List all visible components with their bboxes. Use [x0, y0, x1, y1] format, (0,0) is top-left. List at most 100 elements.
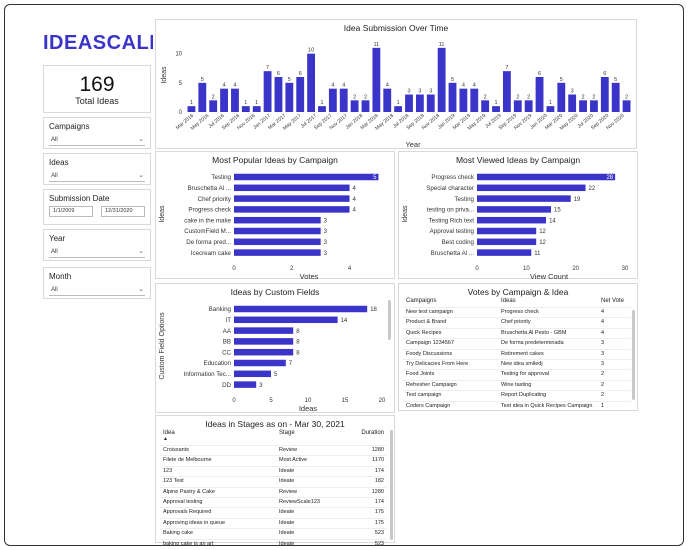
submission-bar[interactable]: [611, 82, 620, 112]
submission-bar[interactable]: [285, 82, 294, 112]
submission-bar[interactable]: [198, 82, 207, 112]
submission-bar[interactable]: [296, 77, 305, 112]
votes-table-row[interactable]: Campaign 1234567 De forma predeterminada 3: [403, 338, 631, 350]
submission-bar[interactable]: [241, 106, 250, 112]
submission-bar[interactable]: [231, 88, 239, 112]
stages-table-row[interactable]: Approvals Required Ideate 175: [160, 507, 386, 519]
custom_chart-bar[interactable]: [234, 316, 338, 324]
viewed_chart-bar[interactable]: [477, 216, 547, 224]
campaigns-dropdown[interactable]: All ⌄: [49, 134, 145, 146]
submission-bar[interactable]: [328, 88, 337, 112]
submission-bar[interactable]: [209, 100, 218, 112]
year-dropdown[interactable]: All ⌄: [49, 246, 145, 258]
stages-table-row[interactable]: 123 Test Ideate 182: [160, 476, 386, 488]
stages-col-stage[interactable]: Stage: [279, 430, 295, 436]
viewed_chart-bar[interactable]: [477, 173, 616, 181]
submission-bar[interactable]: [263, 71, 272, 112]
submission-bar[interactable]: [546, 106, 555, 112]
votes-col-ideas[interactable]: Ideas: [501, 298, 516, 304]
custom_chart-bar[interactable]: [234, 305, 368, 313]
month-dropdown[interactable]: All ⌄: [49, 284, 145, 296]
votes-table-row[interactable]: Refresher Campaign Wine tasting 2: [403, 379, 631, 391]
viewed_chart-bar[interactable]: [477, 249, 532, 256]
viewed_chart-bar[interactable]: [477, 195, 571, 202]
votes-table-row[interactable]: New test campaign Progress check 4: [403, 306, 631, 318]
popular_chart-bar[interactable]: [234, 249, 321, 256]
popular_chart-bar[interactable]: [234, 227, 321, 235]
custom_chart-bar[interactable]: [234, 359, 286, 367]
submission-bar[interactable]: [187, 106, 196, 112]
popular_chart-bar[interactable]: [234, 238, 321, 246]
submission-bar[interactable]: [600, 77, 609, 112]
stages-table-row[interactable]: Approving ideas in queue Ideate 175: [160, 517, 386, 529]
submission-bar[interactable]: [535, 77, 544, 112]
submission-bar[interactable]: [622, 100, 631, 112]
submission-bar[interactable]: [318, 106, 326, 112]
submission-bar[interactable]: [492, 106, 500, 112]
stages-table-row[interactable]: Croissants Review 1280: [160, 444, 386, 456]
stages-table-scrollbar[interactable]: [390, 430, 393, 540]
votes-col-net-vote[interactable]: Net Vote: [598, 296, 631, 308]
submission-bar[interactable]: [502, 71, 511, 112]
submission-bar[interactable]: [394, 106, 403, 112]
stages-table-row[interactable]: Approval testing ReviewScale123 174: [160, 497, 386, 508]
ideas-dropdown[interactable]: All ⌄: [49, 170, 145, 182]
start-date-input[interactable]: 1/1/2009: [49, 206, 93, 217]
votes-table-row[interactable]: Food Joints Testing for approval 2: [403, 369, 631, 381]
viewed_chart-bar[interactable]: [477, 184, 586, 192]
votes-table-row[interactable]: Product & Brand Chef priority 4: [403, 317, 631, 329]
chart-scrollbar[interactable]: [388, 300, 391, 340]
custom_chart-bar[interactable]: [234, 338, 294, 345]
stages-table-row[interactable]: 123 Ideate 174: [160, 465, 386, 477]
end-date-input[interactable]: 12/31/2020: [101, 206, 145, 217]
votes-table-row[interactable]: Try Delicacies From Here New idea smiledj…: [403, 359, 631, 370]
viewed_chart-bar[interactable]: [477, 227, 537, 235]
popular_chart-bar[interactable]: [234, 173, 379, 181]
submission-bar[interactable]: [568, 94, 577, 113]
viewed_chart-bar[interactable]: [477, 206, 551, 213]
submission-bar[interactable]: [372, 47, 381, 112]
stages-col-duration[interactable]: Duration: [361, 430, 384, 436]
submission-bar[interactable]: [220, 88, 228, 112]
popular_chart-bar[interactable]: [234, 195, 350, 202]
submission-bar[interactable]: [252, 106, 261, 112]
submission-bar[interactable]: [590, 100, 598, 112]
votes-table-row[interactable]: Foody Discussions Retirement cakes 3: [403, 348, 631, 360]
stages-table-row[interactable]: Filete de Melbourne Most Active 1170: [160, 455, 386, 467]
votes-table-row[interactable]: Quick Recipes Bruschetta Al Pesto - GBM 4: [403, 327, 631, 339]
popular_chart-bar[interactable]: [234, 216, 321, 224]
submission-bar[interactable]: [405, 94, 413, 113]
submission-bar[interactable]: [307, 53, 316, 112]
votes-col-campaigns[interactable]: Campaigns: [406, 298, 437, 304]
stages-table-row[interactable]: Baking cake Ideate 523: [160, 528, 386, 540]
popular_chart-bar[interactable]: [234, 206, 350, 213]
custom_chart-bar[interactable]: [234, 348, 294, 356]
submission-bar[interactable]: [579, 100, 587, 112]
submission-bar[interactable]: [350, 100, 359, 112]
stages-table-row[interactable]: Alpine Pastry & Cake Review 1280: [160, 486, 386, 498]
submission-bar[interactable]: [426, 94, 435, 113]
custom_chart-bar[interactable]: [234, 370, 271, 378]
stages-col-idea[interactable]: Idea ▲: [160, 428, 276, 446]
submission-bar[interactable]: [557, 82, 566, 112]
votes-table-scrollbar[interactable]: [632, 310, 635, 400]
submission-bar[interactable]: [448, 82, 457, 112]
popular_chart-bar[interactable]: [234, 184, 350, 192]
stages-table-row[interactable]: baking cake is an art Ideate 523: [160, 538, 386, 545]
submission-bar[interactable]: [415, 94, 424, 113]
custom_chart-bar[interactable]: [234, 327, 294, 334]
submission-bar[interactable]: [481, 100, 490, 112]
custom_chart-bar[interactable]: [234, 381, 257, 388]
submission-bar[interactable]: [513, 100, 522, 112]
votes-table-row[interactable]: Coders Campaign Test idea in Quick Recipe…: [403, 400, 631, 412]
submission-bar[interactable]: [470, 88, 479, 112]
submission-bar[interactable]: [339, 88, 348, 112]
viewed_chart-bar[interactable]: [477, 238, 537, 246]
submission-bar[interactable]: [437, 47, 446, 112]
submission-bar[interactable]: [524, 100, 533, 112]
submission-bar[interactable]: [274, 77, 283, 112]
submission-bar[interactable]: [383, 88, 392, 112]
votes-table-row[interactable]: Test campaign Report Duplicating 2: [403, 390, 631, 402]
submission-bar[interactable]: [361, 100, 370, 112]
submission-bar[interactable]: [459, 88, 468, 112]
